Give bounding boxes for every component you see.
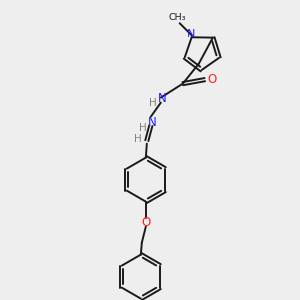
Text: O: O	[141, 216, 151, 229]
Text: H: H	[149, 98, 157, 108]
Text: H: H	[139, 123, 147, 133]
Text: O: O	[207, 73, 217, 86]
Text: N: N	[148, 116, 156, 129]
Text: N: N	[187, 29, 195, 39]
Text: N: N	[158, 92, 166, 105]
Text: H: H	[134, 134, 142, 144]
Text: CH₃: CH₃	[169, 13, 186, 22]
